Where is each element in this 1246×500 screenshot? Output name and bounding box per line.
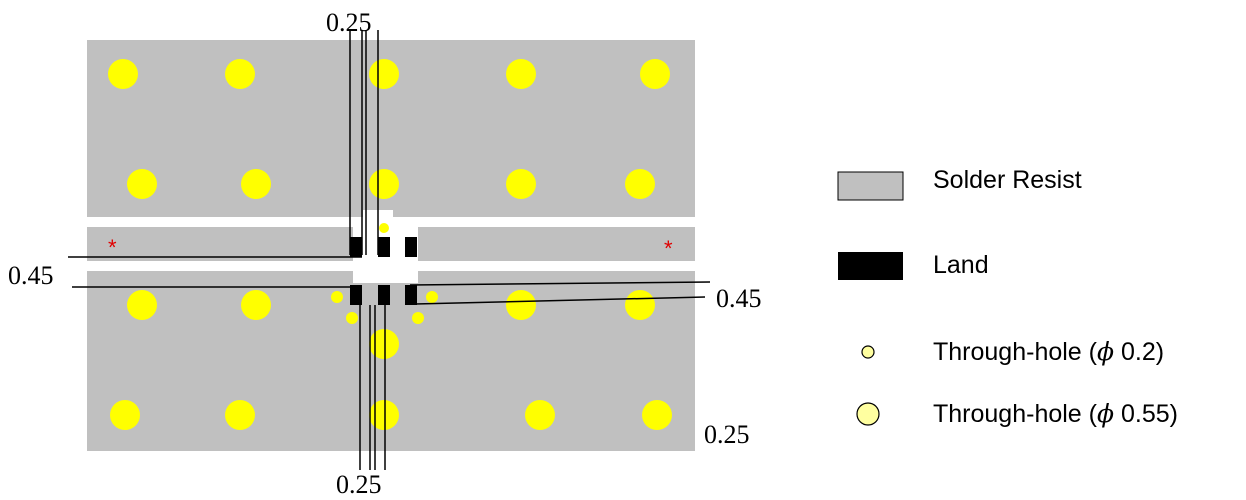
legend: Solder Resist Land Through-hole (ϕ 0.2) … xyxy=(837,166,1178,428)
legend-small-hole-icon xyxy=(861,345,875,359)
resist-opening-center xyxy=(353,261,418,283)
dimension-lines xyxy=(68,30,711,470)
land-pad xyxy=(350,237,362,257)
land-pad xyxy=(350,285,362,305)
legend-solder-resist-swatch xyxy=(837,171,904,201)
through-hole-large xyxy=(225,59,255,89)
through-hole-large xyxy=(625,290,655,320)
dimension-labels: 0.25 0.45 0.45 0.25 0.25 xyxy=(8,8,762,499)
lands xyxy=(350,237,417,305)
dimension-top-label: 0.25 xyxy=(326,8,372,37)
legend-solder-resist-label: Solder Resist xyxy=(933,166,1082,194)
through-hole-large xyxy=(127,169,157,199)
land-pad xyxy=(405,237,417,257)
through-hole-large xyxy=(525,400,555,430)
through-hole-small xyxy=(346,312,358,324)
through-hole-large xyxy=(640,59,670,89)
dimension-right-label: 0.45 xyxy=(716,284,762,313)
through-hole-large xyxy=(110,400,140,430)
legend-land-label: Land xyxy=(933,251,989,279)
marker-left-star: * xyxy=(108,235,117,260)
solder-resist-middle-right xyxy=(418,227,695,261)
through-hole-large xyxy=(506,59,536,89)
through-hole-large xyxy=(241,169,271,199)
legend-land-swatch xyxy=(838,252,903,280)
through-hole-large xyxy=(241,290,271,320)
through-hole-small xyxy=(331,291,343,303)
through-hole-small xyxy=(379,223,389,233)
legend-small-hole-label: Through-hole (ϕ 0.2) xyxy=(933,337,1164,366)
land-pad xyxy=(378,237,390,257)
phi-symbol: ϕ xyxy=(1097,337,1114,366)
through-hole-large xyxy=(127,290,157,320)
phi-symbol: ϕ xyxy=(1097,399,1114,428)
dimension-left-label: 0.45 xyxy=(8,261,54,290)
large-through-holes xyxy=(108,59,672,430)
through-hole-large xyxy=(642,400,672,430)
solder-resist-regions xyxy=(87,40,695,451)
through-hole-small xyxy=(412,312,424,324)
through-hole-large xyxy=(625,169,655,199)
through-hole-large xyxy=(369,59,399,89)
through-hole-large xyxy=(369,169,399,199)
land-pad xyxy=(405,285,417,305)
dimension-bottom-right-label: 0.25 xyxy=(704,420,750,449)
through-hole-large xyxy=(108,59,138,89)
through-hole-large xyxy=(369,329,399,359)
through-hole-large xyxy=(225,400,255,430)
small-through-holes xyxy=(331,223,438,324)
through-hole-large xyxy=(506,290,536,320)
through-hole-small xyxy=(426,291,438,303)
land-pad xyxy=(378,285,390,305)
through-hole-large xyxy=(369,400,399,430)
legend-large-hole-icon xyxy=(856,402,880,426)
marker-right-star: * xyxy=(664,236,673,261)
through-hole-large xyxy=(506,169,536,199)
dimension-bottom-label: 0.25 xyxy=(336,470,382,499)
legend-large-hole-label: Through-hole (ϕ 0.55) xyxy=(933,399,1178,428)
solder-resist-middle-left xyxy=(87,227,353,261)
